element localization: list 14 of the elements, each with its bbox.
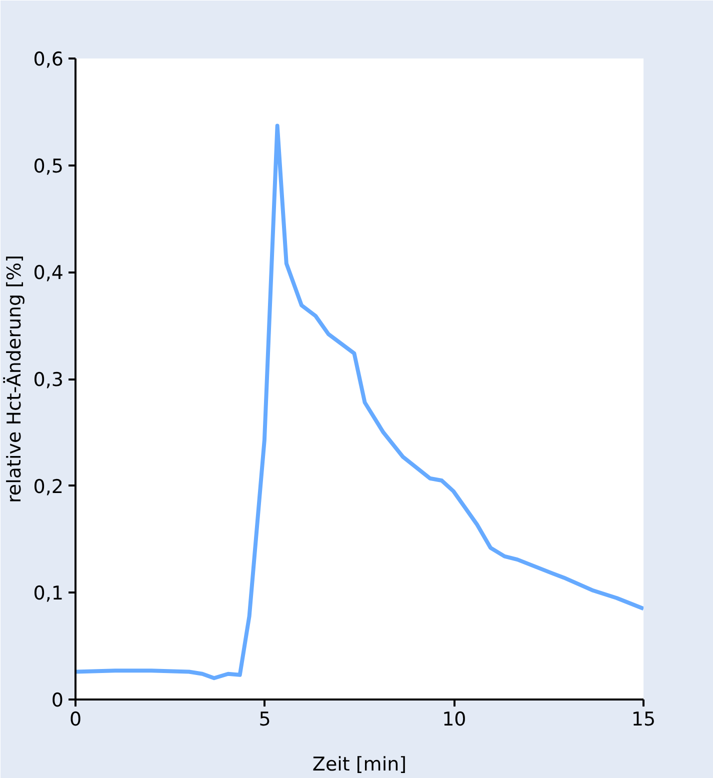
x-tick-label: 15	[631, 708, 656, 730]
x-tick-label: 10	[442, 708, 466, 730]
y-tick-label: 0,1	[33, 582, 64, 605]
x-tick-label: 5	[258, 708, 271, 730]
x-axis-title: Zeit [min]	[312, 754, 407, 776]
x-tick-label: 0	[69, 708, 82, 730]
y-axis-title: relative Hct-Änderung [%]	[2, 254, 26, 503]
y-tick-label: 0	[51, 690, 64, 712]
y-tick-label: 0,5	[33, 155, 64, 178]
y-tick-label: 0,2	[33, 476, 64, 498]
y-tick-label: 0,3	[33, 369, 64, 391]
y-tick-label: 0,4	[33, 262, 64, 284]
y-tick-label: 0,6	[33, 48, 64, 70]
line-series	[76, 124, 644, 680]
